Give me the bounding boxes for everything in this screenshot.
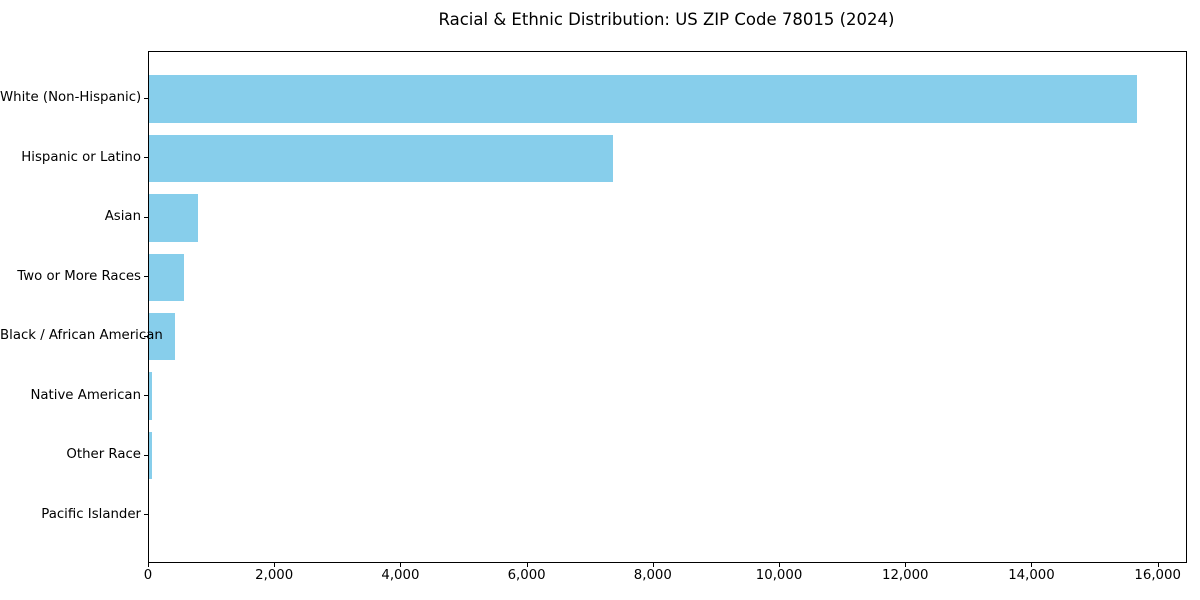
x-tick-mark [400, 563, 402, 567]
x-tick-label: 6,000 [507, 568, 546, 583]
bar [149, 312, 176, 361]
y-tick-mark [144, 276, 148, 278]
bar [149, 253, 185, 302]
y-tick-label: Asian [104, 209, 141, 225]
bar [149, 194, 199, 242]
x-tick-mark [274, 563, 276, 567]
x-tick-mark [1031, 563, 1033, 567]
bar [149, 134, 613, 183]
x-tick-mark [652, 563, 654, 567]
y-tick-mark [144, 335, 148, 337]
x-tick-mark [1157, 563, 1159, 567]
y-tick-label: Pacific Islander [41, 506, 141, 522]
x-tick-label: 16,000 [1134, 568, 1181, 583]
y-tick-label: White (Non-Hispanic) [0, 90, 142, 106]
y-tick-label: Other Race [66, 447, 141, 463]
y-tick-label: Native American [30, 387, 141, 403]
y-tick-mark [144, 216, 148, 218]
x-tick-label: 12,000 [881, 568, 929, 583]
bar [149, 75, 1137, 123]
x-tick-label: 2,000 [255, 568, 294, 583]
y-tick-mark [144, 454, 148, 456]
y-tick-mark [144, 157, 148, 159]
x-tick-label: 4,000 [381, 568, 420, 583]
x-tick-label: 10,000 [755, 568, 803, 583]
x-tick-label: 14,000 [1008, 568, 1055, 583]
x-tick-mark [905, 563, 907, 567]
y-tick-label: Hispanic or Latino [21, 149, 141, 165]
y-tick-label: Two or More Races [17, 268, 141, 284]
bar [149, 431, 152, 480]
y-tick-mark [144, 514, 148, 516]
x-tick-label: 8,000 [633, 568, 672, 583]
x-tick-mark [148, 563, 149, 567]
plot-area [148, 51, 1187, 563]
x-tick-mark [779, 563, 781, 567]
chart-title: Racial & Ethnic Distribution: US ZIP Cod… [438, 10, 895, 29]
y-tick-mark [144, 395, 148, 397]
bar [149, 372, 152, 420]
x-tick-mark [526, 563, 528, 567]
y-tick-label: Black / African American [0, 328, 163, 344]
x-tick-label: 0 [143, 568, 153, 583]
y-tick-mark [144, 97, 148, 99]
